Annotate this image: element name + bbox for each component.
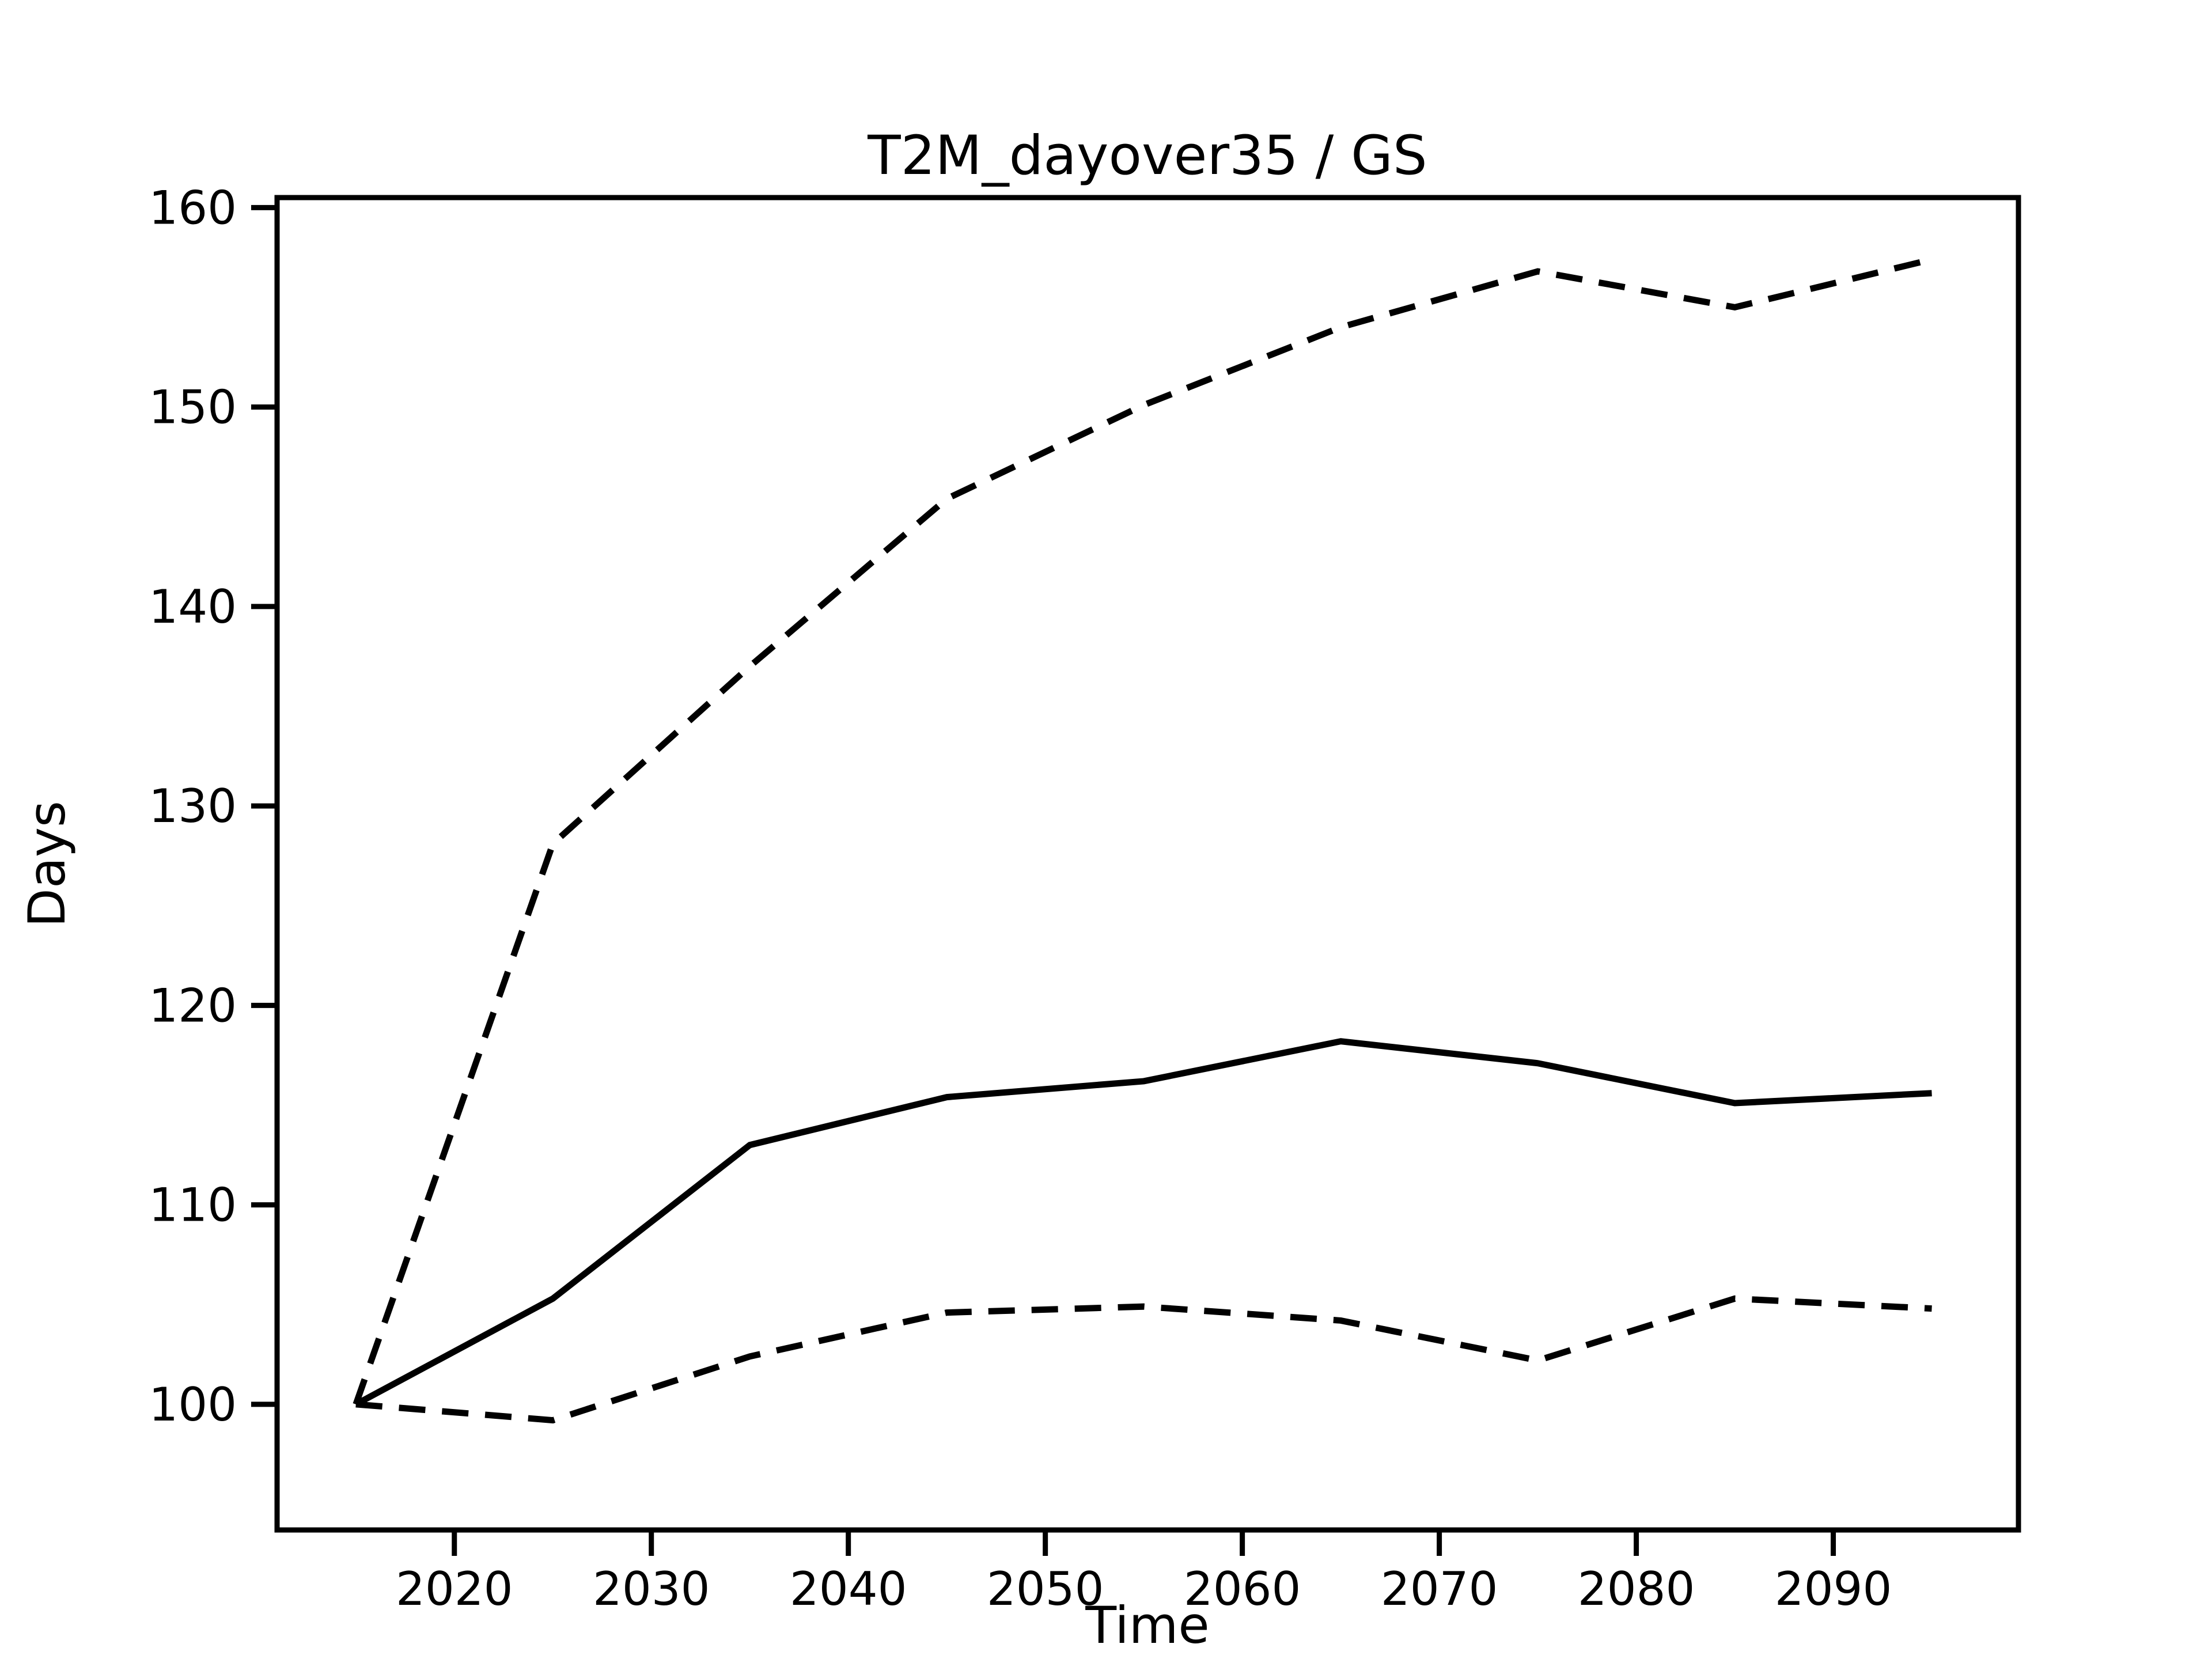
y-tick-label: 160 xyxy=(149,181,237,234)
x-tick-label: 2070 xyxy=(1381,1562,1498,1616)
plot-border xyxy=(274,195,2021,1533)
y-axis-ticks: 100 110 120 130 140 150 160 xyxy=(149,181,277,1431)
x-axis-label: Time xyxy=(1085,1596,1209,1655)
chart-title: T2M_dayover35 / GS xyxy=(867,124,1427,187)
x-tick-label: 2020 xyxy=(396,1562,513,1616)
y-tick-label: 130 xyxy=(149,779,237,833)
y-tick-label: 110 xyxy=(149,1179,237,1232)
series-line-lower_dashed_envelope xyxy=(355,1295,1932,1424)
x-tick-label: 2050 xyxy=(987,1562,1104,1616)
series-line-central_solid xyxy=(354,1038,1932,1407)
y-tick-label: 120 xyxy=(149,979,237,1032)
x-tick-label: 2040 xyxy=(790,1562,907,1616)
x-tick-label: 2060 xyxy=(1184,1562,1301,1616)
x-axis-ticks: 2020 2030 2040 2050 2060 2070 2080 2090 xyxy=(396,1530,1892,1616)
y-tick-label: 100 xyxy=(149,1378,237,1431)
y-tick-label: 150 xyxy=(149,381,237,434)
series-line-upper_dashed_envelope xyxy=(353,256,1933,1406)
series-lines xyxy=(353,256,1933,1424)
y-tick-label: 140 xyxy=(149,580,237,634)
y-axis-label: Days xyxy=(17,801,77,927)
x-tick-label: 2080 xyxy=(1578,1562,1695,1616)
x-tick-label: 2090 xyxy=(1775,1562,1892,1616)
x-tick-label: 2030 xyxy=(593,1562,710,1616)
